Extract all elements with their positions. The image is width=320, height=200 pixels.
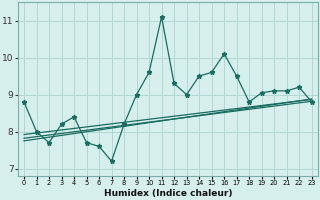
X-axis label: Humidex (Indice chaleur): Humidex (Indice chaleur) <box>104 189 232 198</box>
